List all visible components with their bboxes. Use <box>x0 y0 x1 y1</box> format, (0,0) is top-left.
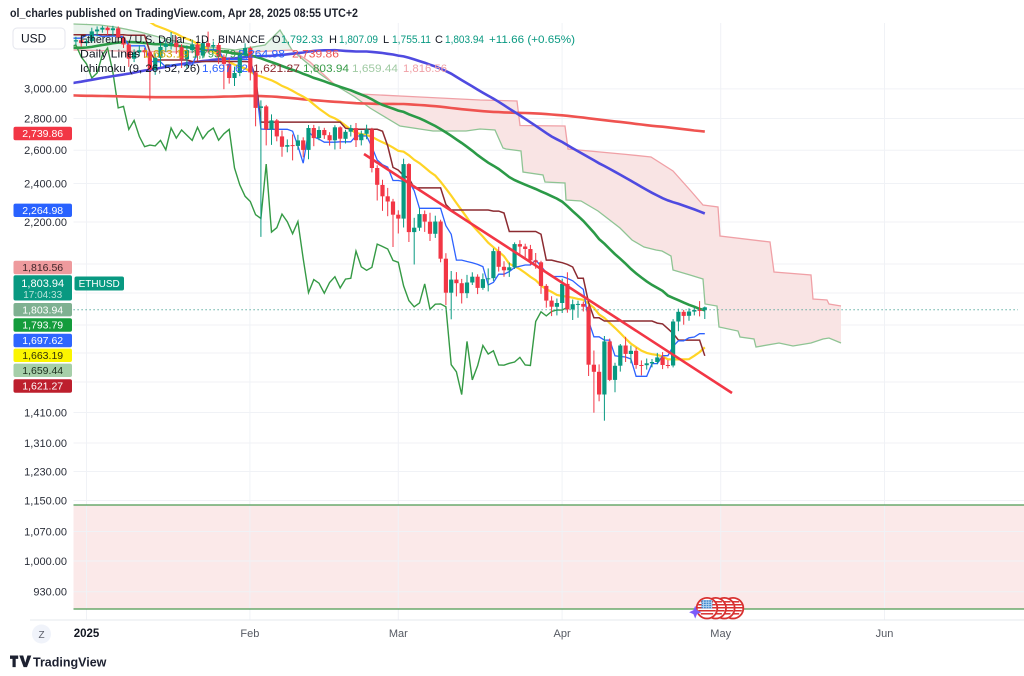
svg-text:1,410.00: 1,410.00 <box>24 407 67 419</box>
svg-text:Ethereum / U.S. Dollar · 1D ·: Ethereum / U.S. Dollar · 1D · BINANCE <box>80 34 265 46</box>
svg-text:May: May <box>710 628 731 640</box>
svg-text:1,070.00: 1,070.00 <box>24 526 67 538</box>
svg-text:1,803.94: 1,803.94 <box>21 278 64 290</box>
svg-text:1,621.27: 1,621.27 <box>22 381 63 393</box>
svg-text:1,803.94: 1,803.94 <box>22 304 63 316</box>
svg-text:2,739.86: 2,739.86 <box>292 49 339 61</box>
svg-text:1,697.62: 1,697.62 <box>22 335 63 347</box>
svg-text:1,803.94: 1,803.94 <box>303 63 349 75</box>
svg-text:1,663.19: 1,663.19 <box>22 350 63 362</box>
svg-text:USD: USD <box>21 32 47 46</box>
svg-text:1,816.56: 1,816.56 <box>22 262 63 274</box>
svg-text:Apr: Apr <box>554 628 571 640</box>
svg-text:1,803.94: 1,803.94 <box>445 34 484 46</box>
svg-text:1,792.33: 1,792.33 <box>281 34 323 46</box>
svg-text:1,310.00: 1,310.00 <box>24 438 67 450</box>
svg-text:1,000.00: 1,000.00 <box>24 556 67 568</box>
svg-text:O: O <box>272 34 281 46</box>
svg-text:ol_charles published on Tradin: ol_charles published on TradingView.com,… <box>10 8 358 20</box>
svg-text:Jun: Jun <box>876 628 894 640</box>
svg-text:1,793.79: 1,793.79 <box>22 320 63 332</box>
svg-text:1,755.11: 1,755.11 <box>392 34 431 46</box>
svg-text:ETHUSD: ETHUSD <box>79 279 120 290</box>
svg-text:Ichimoku (9, 26, 52, 26): Ichimoku (9, 26, 52, 26) <box>80 63 200 75</box>
svg-text:2,600.00: 2,600.00 <box>24 145 67 157</box>
svg-text:H: H <box>329 34 337 46</box>
svg-text:1,150.00: 1,150.00 <box>24 495 67 507</box>
svg-text:2,264.98: 2,264.98 <box>238 49 285 61</box>
svg-text:2,739.86: 2,739.86 <box>22 128 63 140</box>
svg-text:+11.66 (+0.65%): +11.66 (+0.65%) <box>489 34 575 46</box>
svg-text:2,400.00: 2,400.00 <box>24 178 67 190</box>
svg-text:TradingView: TradingView <box>33 656 107 670</box>
svg-text:3,000.00: 3,000.00 <box>24 84 67 96</box>
svg-text:C: C <box>435 34 443 46</box>
svg-text:1,659.44: 1,659.44 <box>352 63 398 75</box>
svg-text:1,807.09: 1,807.09 <box>339 34 378 46</box>
svg-text:1,697.62: 1,697.62 <box>202 63 248 75</box>
svg-text:Daily Lines: Daily Lines <box>80 49 141 61</box>
svg-text:2,264.98: 2,264.98 <box>22 205 63 217</box>
svg-text:930.00: 930.00 <box>33 587 67 599</box>
svg-text:2025: 2025 <box>74 628 100 640</box>
svg-text:1,659.44: 1,659.44 <box>22 365 63 377</box>
svg-text:2,200.00: 2,200.00 <box>24 217 67 229</box>
svg-text:Z: Z <box>38 630 44 641</box>
svg-text:17:04:33: 17:04:33 <box>23 290 62 301</box>
svg-text:2,800.00: 2,800.00 <box>24 113 67 125</box>
svg-text:Mar: Mar <box>389 628 408 640</box>
svg-text:1,663.19: 1,663.19 <box>143 49 189 61</box>
svg-text:L: L <box>383 34 389 46</box>
svg-text:1,621.27: 1,621.27 <box>253 63 300 75</box>
svg-text:1,793.79: 1,793.79 <box>192 49 236 61</box>
svg-text:1,230.00: 1,230.00 <box>24 466 67 478</box>
svg-text:Feb: Feb <box>240 628 259 640</box>
svg-text:1,816.56: 1,816.56 <box>403 63 447 75</box>
